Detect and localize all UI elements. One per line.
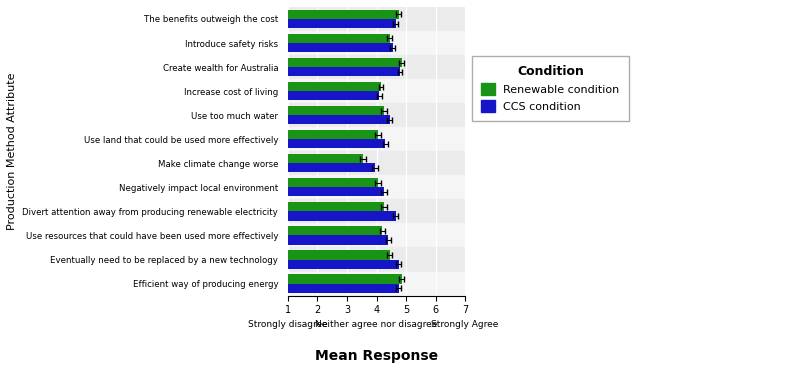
Bar (258, 250, 390, 259)
Bar (258, 275, 402, 284)
Bar (288, 103, 465, 127)
Bar (258, 34, 390, 43)
Bar (288, 55, 465, 79)
Bar (258, 82, 381, 91)
Bar (258, 202, 384, 211)
Bar (258, 211, 396, 221)
Bar (258, 10, 398, 19)
Bar (288, 248, 465, 271)
Bar (258, 19, 396, 28)
Bar (288, 175, 465, 199)
Bar (258, 106, 384, 115)
Bar (288, 127, 465, 151)
Bar (258, 187, 384, 196)
Bar (258, 178, 378, 187)
Bar (288, 31, 465, 55)
Bar (288, 199, 465, 223)
X-axis label: Mean Response: Mean Response (315, 349, 438, 363)
Bar (258, 139, 386, 148)
Bar (258, 43, 393, 52)
Bar (288, 223, 465, 248)
Bar (258, 115, 390, 124)
Bar (258, 236, 388, 244)
Y-axis label: Production Method Attribute: Production Method Attribute (7, 72, 17, 230)
Bar (258, 284, 398, 293)
Bar (288, 7, 465, 31)
Bar (258, 154, 363, 163)
Bar (258, 91, 379, 100)
Bar (258, 58, 402, 67)
Bar (258, 163, 375, 172)
Bar (258, 67, 400, 76)
Bar (288, 79, 465, 103)
Bar (258, 130, 378, 139)
Bar (288, 151, 465, 175)
Bar (258, 259, 398, 269)
Legend: Renewable condition, CCS condition: Renewable condition, CCS condition (472, 56, 629, 121)
Bar (288, 271, 465, 296)
Bar (258, 226, 382, 236)
